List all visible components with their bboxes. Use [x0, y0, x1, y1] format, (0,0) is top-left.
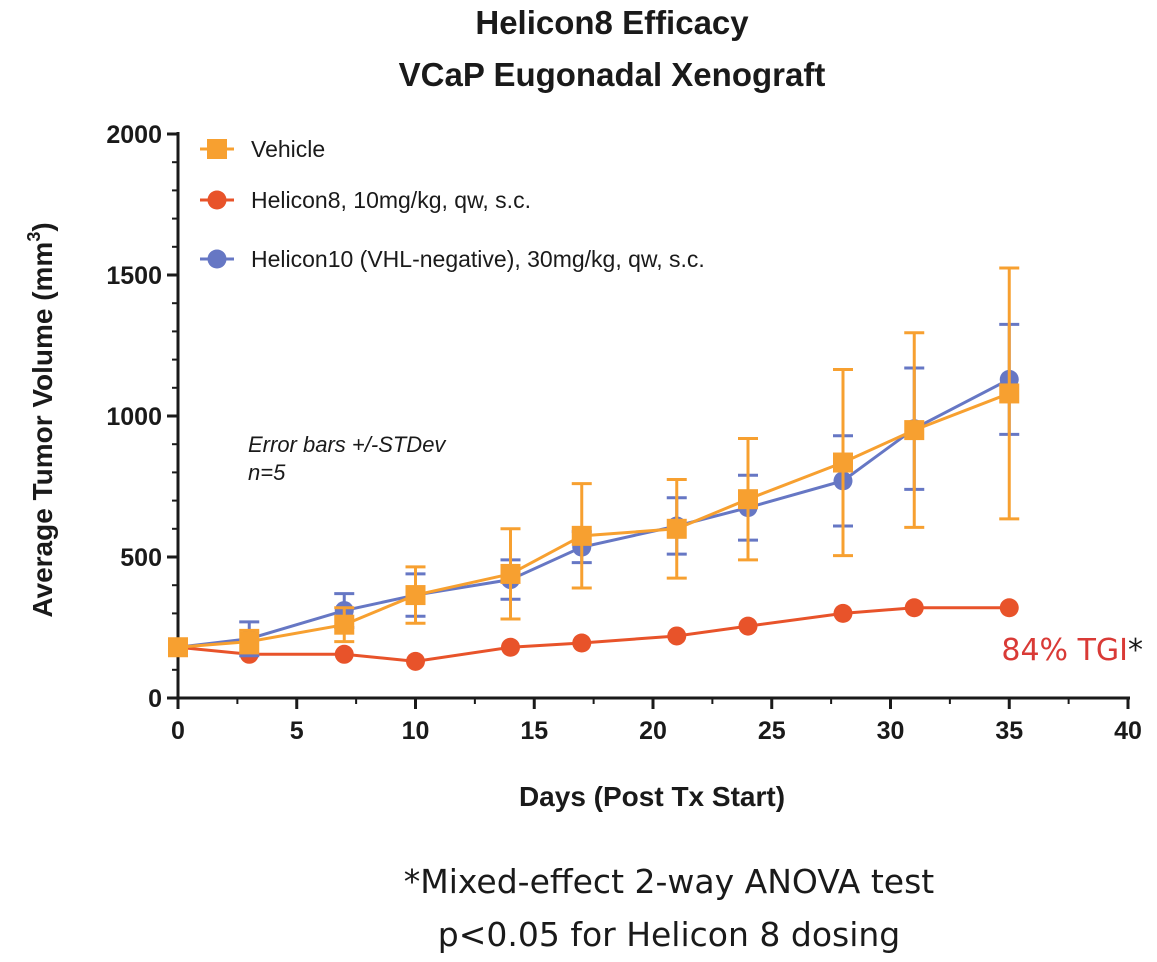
data-point-0-3: [405, 585, 426, 606]
data-point-0-9: [904, 420, 925, 441]
data-point-0-5: [571, 525, 592, 546]
series-line-2: [177, 378, 1010, 649]
sample-size-note: n=5: [248, 460, 286, 485]
legend-label-1: Helicon8, 10mg/kg, qw, s.c.: [251, 187, 531, 213]
data-point-0-7: [738, 489, 758, 510]
data-point-0-6: [666, 518, 687, 539]
y-tick-label-1: 500: [120, 544, 162, 572]
x-tick-label-1: 5: [290, 717, 304, 745]
x-tick-label-5: 25: [758, 717, 786, 745]
series-2: [168, 322, 1020, 658]
legend-marker-0: [207, 139, 227, 159]
y-axis-ticks: 0 500 1000 1500 2000: [106, 121, 178, 713]
footnote-line2: p<0.05 for Helicon 8 dosing: [438, 915, 900, 954]
data-point-0-2: [334, 614, 355, 635]
x-axis-ticks: 0 5 10 15 20 25 30 35 40: [171, 698, 1142, 745]
legend: Vehicle Helicon8, 10mg/kg, qw, s.c. Helico…: [200, 136, 705, 272]
series-layer: [168, 266, 1020, 671]
x-tick-label-3: 15: [520, 717, 548, 745]
data-point-1-4: [501, 637, 520, 657]
error-bars-note: Error bars +/-STDev: [248, 432, 447, 457]
x-tick-label-0: 0: [171, 717, 185, 745]
data-point-1-5: [572, 633, 592, 653]
series-line-1: [177, 606, 1010, 663]
data-point-1-10: [999, 598, 1019, 618]
y-axis-label-end: ): [27, 222, 58, 231]
y-axis-label-sup: 3: [24, 232, 44, 242]
data-point-1-8: [833, 603, 853, 623]
data-point-0-0: [168, 637, 188, 658]
y-tick-label-3: 1500: [106, 262, 162, 290]
chart-title-line2: VCaP Eugonadal Xenograft: [399, 56, 826, 93]
data-point-0-1: [239, 631, 260, 652]
data-point-1-7: [738, 616, 758, 636]
tgi-annotation: 84% TGI*: [1001, 633, 1143, 668]
data-point-1-9: [904, 598, 924, 618]
x-tick-label-2: 10: [402, 717, 430, 745]
data-point-0-8: [833, 452, 853, 473]
data-point-0-10: [999, 383, 1020, 404]
data-point-1-3: [406, 651, 425, 671]
legend-label-2: Helicon10 (VHL-negative), 30mg/kg, qw, s…: [251, 246, 705, 272]
x-tick-label-6: 30: [877, 717, 905, 745]
x-tick-label-8: 40: [1114, 717, 1142, 745]
y-tick-label-0: 0: [148, 685, 162, 713]
y-tick-label-4: 2000: [106, 121, 162, 149]
data-point-1-2: [334, 644, 354, 664]
legend-marker-1: [207, 190, 227, 210]
data-point-0-4: [500, 563, 521, 584]
x-axis-label: Days (Post Tx Start): [519, 781, 785, 812]
x-tick-label-4: 20: [639, 717, 667, 745]
legend-label-0: Vehicle: [251, 136, 325, 162]
y-axis-label-main: Average Tumor Volume (mm: [27, 242, 58, 618]
tgi-star: *: [1128, 633, 1143, 668]
series-0: [168, 266, 1020, 658]
legend-marker-2: [207, 249, 227, 269]
tgi-value: 84% TGI: [1001, 633, 1128, 668]
footnote-line1: *Mixed-effect 2-way ANOVA test: [404, 862, 934, 901]
y-axis-label: Average Tumor Volume (mm3): [24, 222, 58, 617]
axes: [176, 132, 1130, 700]
y-tick-label-2: 1000: [106, 403, 162, 431]
x-tick-label-7: 35: [995, 717, 1023, 745]
data-point-1-6: [667, 626, 687, 646]
chart-title-line1: Helicon8 Efficacy: [475, 4, 749, 41]
